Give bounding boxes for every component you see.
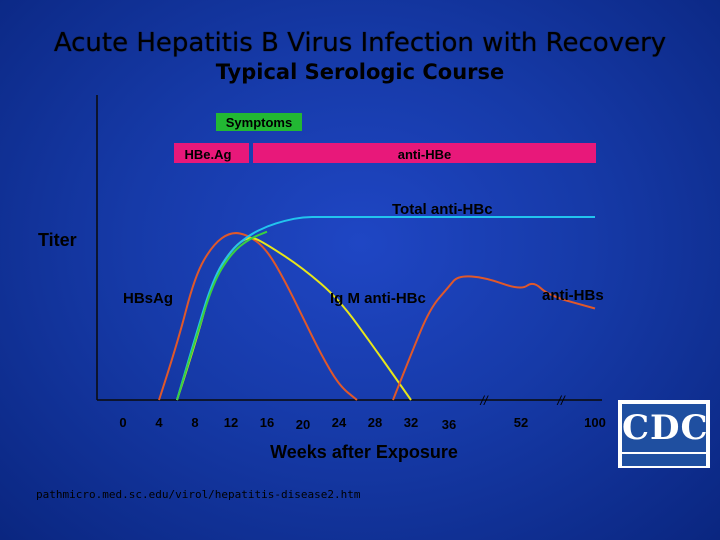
x-tick-label: 20 [296,417,310,432]
x-axis-break: // [479,393,489,408]
source-url: pathmicro.med.sc.edu/virol/hepatitis-dis… [36,488,361,501]
series-ig-m-anti-hbc [176,237,412,401]
chart-title: Acute Hepatitis B Virus Infection with R… [53,28,667,58]
x-tick-label: 12 [224,415,238,430]
x-tick-label: 32 [404,415,418,430]
x-tick-label: 0 [119,415,126,430]
series-hbsag [158,232,358,401]
bar-label: HBe.Ag [185,147,232,162]
x-tick-label: 52 [514,415,528,430]
x-axis-title: Weeks after Exposure [270,442,458,462]
bar-label: Symptoms [226,115,292,130]
bar-symptoms [216,113,302,131]
x-tick-label: 28 [368,415,382,430]
bar-label: anti-HBe [398,147,451,162]
x-tick-label: 36 [442,417,456,432]
x-tick-label: 100 [584,415,606,430]
series-total-anti-hbc [176,215,595,401]
series-unlabeled-curve [176,230,268,401]
x-tick-label: 8 [191,415,198,430]
x-axis-break: // [556,393,566,408]
cdc-logo-mark: CDC [622,404,708,452]
series-label: anti-HBs [542,287,604,304]
bar-hbeag [174,143,249,163]
series-label: HBsAg [123,290,173,307]
cdc-logo: CDC [618,400,710,468]
series-label: Total anti-HBc [392,201,493,218]
series-label: Ig M anti-HBc [330,290,426,307]
chart-subtitle: Typical Serologic Course [215,60,505,84]
x-tick-label: 16 [260,415,274,430]
x-tick-label: 4 [155,415,163,430]
x-tick-label: 24 [332,415,347,430]
y-axis-title: Titer [38,230,77,250]
bar-anti-hbe [253,143,596,163]
cdc-logo-subtitle-band [622,454,706,466]
series-anti-hbs [392,275,596,401]
